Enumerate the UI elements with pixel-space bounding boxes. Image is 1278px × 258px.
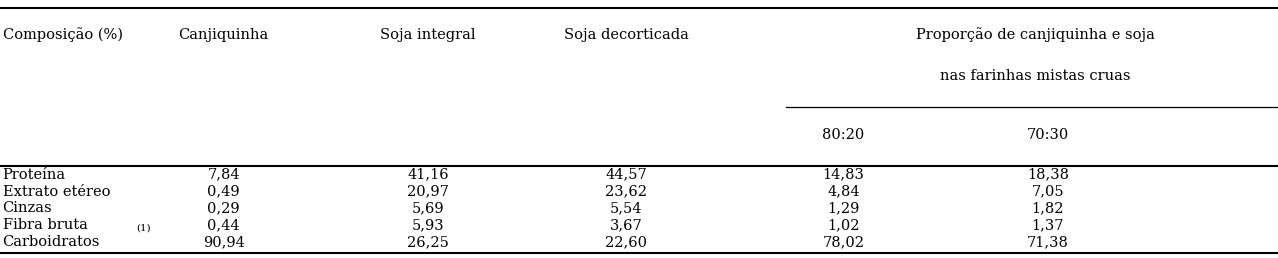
- Text: 18,38: 18,38: [1028, 168, 1068, 182]
- Text: 5,54: 5,54: [610, 201, 643, 215]
- Text: 0,29: 0,29: [207, 201, 240, 215]
- Text: Soja decorticada: Soja decorticada: [564, 28, 689, 42]
- Text: 41,16: 41,16: [408, 168, 449, 182]
- Text: (1): (1): [137, 223, 151, 232]
- Text: 0,44: 0,44: [207, 218, 240, 232]
- Text: 78,02: 78,02: [823, 235, 864, 249]
- Text: 5,69: 5,69: [412, 201, 445, 215]
- Text: 26,25: 26,25: [408, 235, 449, 249]
- Text: 1,29: 1,29: [827, 201, 860, 215]
- Text: 1,37: 1,37: [1031, 218, 1065, 232]
- Text: Composição (%): Composição (%): [3, 27, 123, 42]
- Text: 80:20: 80:20: [822, 128, 865, 142]
- Text: 1,82: 1,82: [1031, 201, 1065, 215]
- Text: nas farinhas mistas cruas: nas farinhas mistas cruas: [939, 69, 1131, 83]
- Text: 7,05: 7,05: [1031, 184, 1065, 199]
- Text: 23,62: 23,62: [606, 184, 647, 199]
- Text: Fibra bruta: Fibra bruta: [3, 218, 87, 232]
- Text: 7,84: 7,84: [207, 168, 240, 182]
- Text: Cinzas: Cinzas: [3, 201, 52, 215]
- Text: 4,84: 4,84: [827, 184, 860, 199]
- Text: 90,94: 90,94: [203, 235, 244, 249]
- Text: 44,57: 44,57: [606, 168, 647, 182]
- Text: 22,60: 22,60: [606, 235, 647, 249]
- Text: Carboidratos: Carboidratos: [3, 235, 100, 249]
- Text: Soja integral: Soja integral: [381, 28, 475, 42]
- Text: 3,67: 3,67: [610, 218, 643, 232]
- Text: Canjiquinha: Canjiquinha: [179, 28, 268, 42]
- Text: 20,97: 20,97: [408, 184, 449, 199]
- Text: Extrato etéreo: Extrato etéreo: [3, 184, 110, 199]
- Text: 0,49: 0,49: [207, 184, 240, 199]
- Text: Proteína: Proteína: [3, 168, 65, 182]
- Text: Proporção de canjiquinha e soja: Proporção de canjiquinha e soja: [916, 27, 1154, 42]
- Text: 5,93: 5,93: [412, 218, 445, 232]
- Text: 70:30: 70:30: [1026, 128, 1070, 142]
- Text: 71,38: 71,38: [1028, 235, 1068, 249]
- Text: 1,02: 1,02: [827, 218, 860, 232]
- Text: 14,83: 14,83: [823, 168, 864, 182]
